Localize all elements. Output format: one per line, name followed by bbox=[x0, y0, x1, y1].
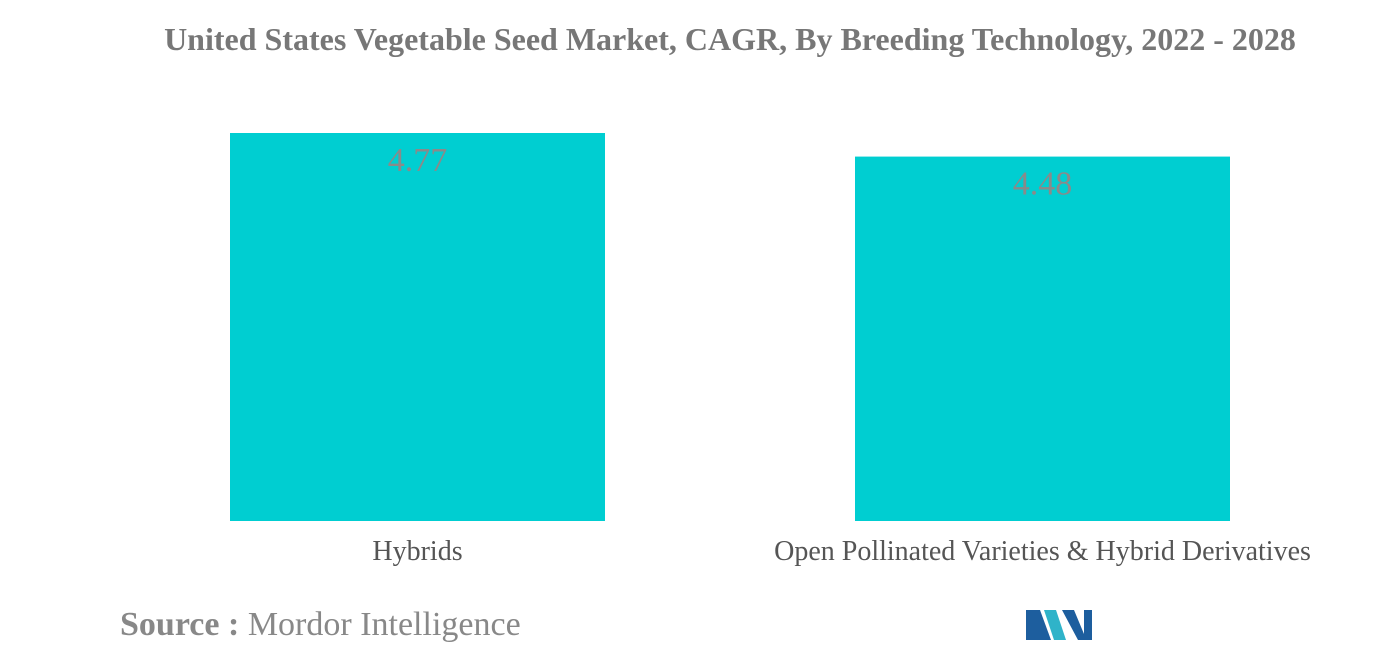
x-tick-labels-group: Hybrids Open Pollinated Varieties & Hybri… bbox=[372, 536, 1311, 567]
chart-title: United States Vegetable Seed Market, CAG… bbox=[164, 21, 1296, 57]
source-key: Source : bbox=[120, 606, 240, 643]
logo-shape-middle bbox=[1044, 610, 1066, 640]
x-tick-label-1: Hybrids bbox=[372, 536, 462, 567]
logo-shape-left bbox=[1026, 610, 1051, 640]
bar-labels-group: 4.77 4.48 bbox=[388, 142, 1073, 203]
mordor-intelligence-logo-icon bbox=[1026, 610, 1092, 640]
logo-shape-right bbox=[1062, 610, 1092, 640]
source-value: Mordor Intelligence bbox=[247, 606, 521, 643]
source-line: Source : Mordor Intelligence bbox=[120, 606, 521, 644]
x-tick-label-2: Open Pollinated Varieties & Hybrid Deriv… bbox=[774, 536, 1311, 567]
bars-group bbox=[230, 133, 1230, 521]
bar-1 bbox=[230, 133, 605, 521]
bar-value-label-2: 4.48 bbox=[1013, 166, 1073, 203]
bar-value-label-1: 4.77 bbox=[388, 142, 448, 179]
bar-2 bbox=[855, 156, 1230, 521]
